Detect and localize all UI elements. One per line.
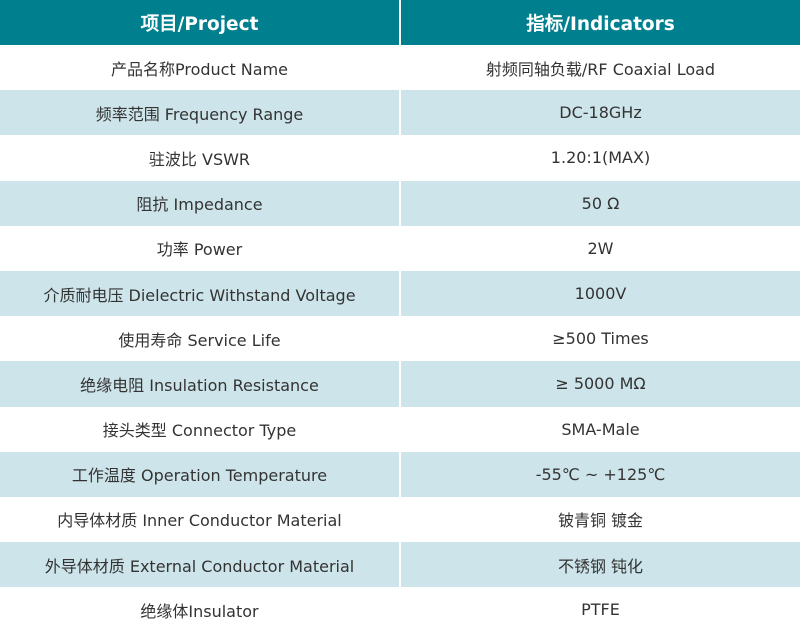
row-item: 频率范围 Frequency Range (0, 90, 401, 136)
table-row: 产品名称Product Name 射频同轴负载/RF Coaxial Load (0, 45, 800, 91)
row-value: 1.20:1(MAX) (550, 148, 651, 168)
header-indicators: 指标/Indicators (400, 0, 800, 45)
row-value: 1000V (400, 270, 800, 317)
row-value: 50 Ω (400, 180, 800, 226)
row-value: SMA-Male (561, 419, 640, 439)
row-item: 外导体材质 External Conductor Material (0, 542, 401, 588)
row-value: PTFE (581, 600, 620, 620)
row-value: ≥ 5000 MΩ (400, 361, 800, 407)
table-header: 项目/Project 指标/Indicators (0, 0, 800, 45)
row-item: 阻抗 Impedance (0, 180, 401, 226)
table-row: 绝缘电阻 Insulation Resistance ≥ 5000 MΩ (0, 361, 800, 407)
row-item: 产品名称Product Name (0, 45, 401, 91)
table-row: 使用寿命 Service Life ≥500 Times (0, 316, 800, 362)
table-row: 介质耐电压 Dielectric Withstand Voltage 1000V (0, 270, 800, 317)
row-value: 2W (587, 238, 614, 258)
row-item: 绝缘体Insulator (0, 587, 401, 633)
row-item: 驻波比 VSWR (0, 135, 401, 181)
row-item: 接头类型 Connector Type (0, 406, 401, 452)
row-value: ≥500 Times (552, 329, 649, 349)
table-row: 绝缘体Insulator PTFE (0, 587, 800, 633)
table-row: 功率 Power 2W (0, 225, 800, 271)
row-value: DC-18GHz (400, 90, 800, 136)
table-row: 频率范围 Frequency Range DC-18GHz (0, 90, 800, 136)
row-value: 射频同轴负载/RF Coaxial Load (485, 59, 716, 79)
table-row: 工作温度 Operation Temperature -55℃ ~ +125℃ (0, 451, 800, 497)
row-item: 绝缘电阻 Insulation Resistance (0, 361, 401, 407)
row-item: 内导体材质 Inner Conductor Material (0, 496, 401, 543)
row-item: 介质耐电压 Dielectric Withstand Voltage (0, 270, 401, 317)
table-row: 阻抗 Impedance 50 Ω (0, 180, 800, 226)
table-row: 驻波比 VSWR 1.20:1(MAX) (0, 135, 800, 181)
table-row: 接头类型 Connector Type SMA-Male (0, 406, 800, 452)
row-item: 使用寿命 Service Life (0, 316, 401, 362)
row-item: 工作温度 Operation Temperature (0, 451, 401, 497)
row-item: 功率 Power (0, 225, 401, 271)
table-row: 内导体材质 Inner Conductor Material 铍青铜 镀金 (0, 496, 800, 543)
row-value: -55℃ ~ +125℃ (400, 451, 800, 497)
header-project: 项目/Project (0, 0, 401, 45)
row-value: 铍青铜 镀金 (557, 511, 644, 531)
table-row: 外导体材质 External Conductor Material 不锈钢 钝化 (0, 542, 800, 588)
row-value: 不锈钢 钝化 (400, 542, 800, 588)
